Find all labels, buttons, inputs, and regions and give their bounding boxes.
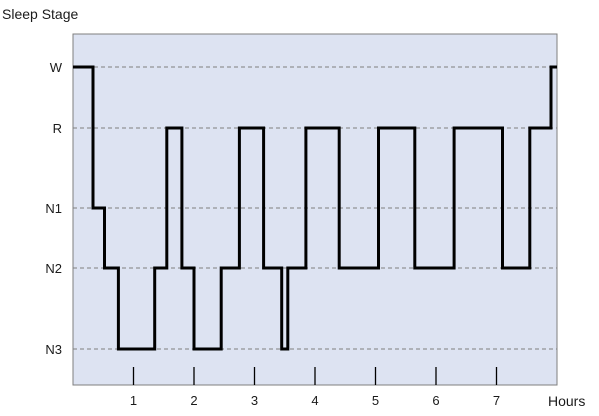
y-tick-label-r: R — [53, 121, 62, 136]
series-layer — [73, 65, 557, 351]
sleep-stage-series-line — [73, 65, 557, 351]
y-tick-label-w: W — [50, 60, 63, 75]
x-tick-label-4: 4 — [311, 393, 318, 408]
y-tick-labels: N3 N2 N1 R W — [45, 60, 62, 357]
y-tick-label-n1: N1 — [45, 201, 62, 216]
plot-area — [72, 33, 558, 386]
x-axis-title: Hours — [548, 393, 585, 409]
x-tick-label-2: 2 — [190, 393, 197, 408]
x-tick-label-1: 1 — [130, 393, 137, 408]
x-tick-label-5: 5 — [372, 393, 379, 408]
y-tick-label-n3: N3 — [45, 342, 62, 357]
x-tick-label-6: 6 — [432, 393, 439, 408]
x-ticks: 1 2 3 4 5 6 7 — [130, 367, 500, 408]
x-tick-label-7: 7 — [493, 393, 500, 408]
x-tick-label-3: 3 — [251, 393, 258, 408]
y-tick-label-n2: N2 — [45, 261, 62, 276]
y-axis-title: Sleep Stage — [2, 6, 78, 22]
